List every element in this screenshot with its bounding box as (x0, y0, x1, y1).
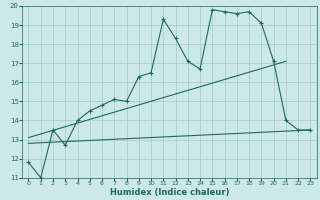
X-axis label: Humidex (Indice chaleur): Humidex (Indice chaleur) (110, 188, 229, 197)
